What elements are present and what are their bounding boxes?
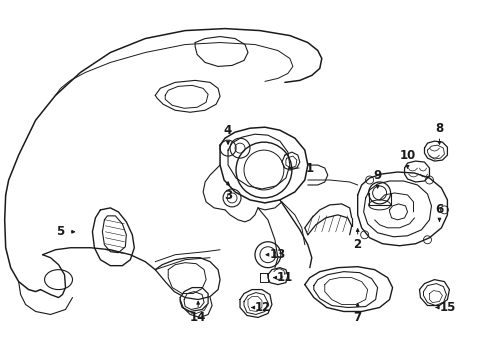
Text: 14: 14 [189, 311, 206, 324]
Text: 4: 4 [224, 124, 232, 137]
Text: 10: 10 [399, 149, 415, 162]
Text: 2: 2 [353, 238, 361, 251]
Text: 15: 15 [438, 301, 455, 314]
Text: 12: 12 [254, 301, 270, 314]
Text: 3: 3 [224, 189, 232, 202]
Text: 6: 6 [434, 203, 443, 216]
Text: 7: 7 [353, 311, 361, 324]
Text: 9: 9 [373, 168, 381, 181]
Text: 5: 5 [56, 225, 64, 238]
Text: 13: 13 [269, 248, 285, 261]
Text: 8: 8 [434, 122, 443, 135]
Text: 11: 11 [276, 271, 292, 284]
Text: 1: 1 [305, 162, 313, 175]
